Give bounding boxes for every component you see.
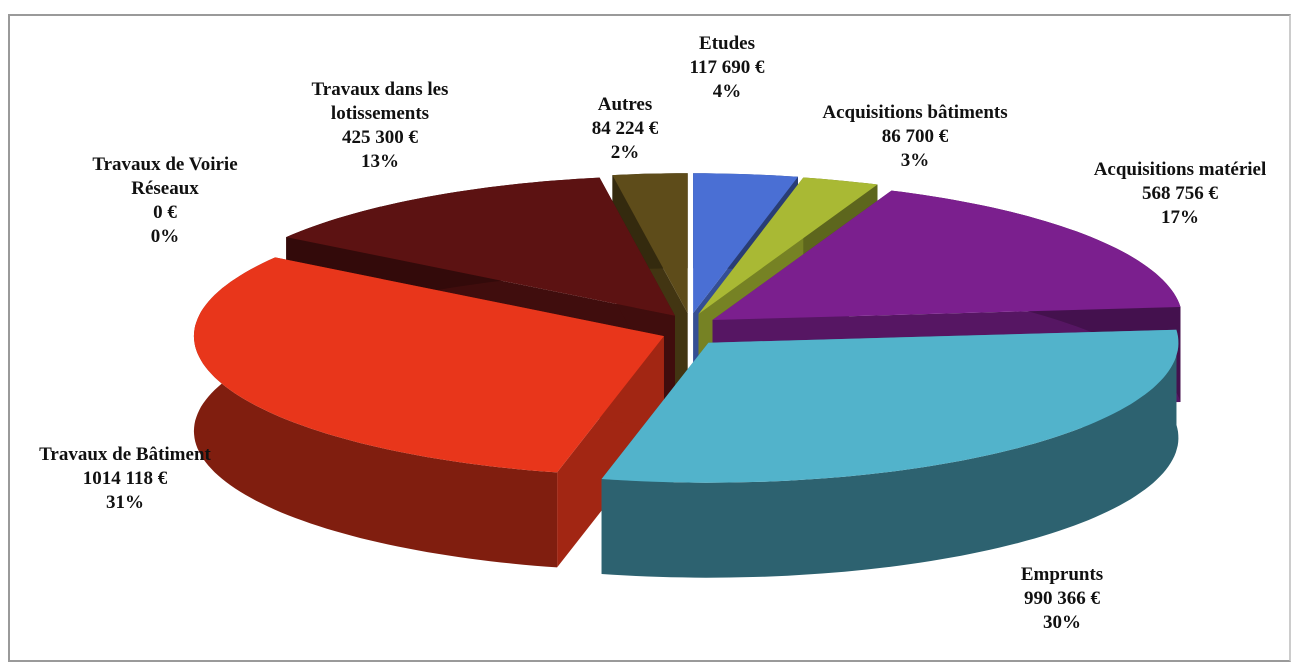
slice-percent: 2% <box>610 142 640 163</box>
slice-value: 425 300 € <box>342 127 418 148</box>
slice-value: 568 756 € <box>1142 183 1218 204</box>
slice-name: Acquisitions matériel <box>1093 159 1267 180</box>
slice-name: Etudes <box>699 33 755 54</box>
slice-percent: 13% <box>361 151 399 172</box>
slice-percent: 17% <box>1161 207 1199 228</box>
slice-label: Emprunts 990 366 € 30% <box>962 563 1162 635</box>
slice-value: 990 366 € <box>1024 588 1100 609</box>
slice-percent: 31% <box>106 492 144 513</box>
slice-percent: 3% <box>900 150 930 171</box>
slice-label: Autres 84 224 € 2% <box>545 93 705 165</box>
chart-frame <box>8 14 1291 662</box>
slice-value: 84 224 € <box>591 118 659 139</box>
slice-side <box>601 329 1179 578</box>
slice-name: Emprunts <box>1020 564 1104 585</box>
slice <box>601 329 1179 483</box>
slice-label: Acquisitions matériel 568 756 € 17% <box>1050 158 1295 230</box>
slice-name: Travaux de Voirie Réseaux <box>92 154 238 199</box>
slice-label: Travaux de Bâtiment 1014 118 € 31% <box>10 443 240 515</box>
slice-side <box>193 257 558 568</box>
slice-value: 0 € <box>153 202 177 223</box>
slice-percent: 0% <box>150 226 180 247</box>
slice-percent: 4% <box>712 81 742 102</box>
slice <box>693 173 798 314</box>
slice-name: Autres <box>597 94 653 115</box>
slice-name: Acquisitions bâtiments <box>822 102 1008 123</box>
slice-value: 86 700 € <box>881 126 949 147</box>
slice-value: 117 690 € <box>689 57 765 78</box>
slice <box>698 177 878 314</box>
slice-label: Etudes 117 690 € 4% <box>627 32 827 104</box>
slice-value: 1014 118 € <box>82 468 168 489</box>
slice-label: Travaux dans les lotissements 425 300 € 13… <box>285 78 475 174</box>
slice-percent: 30% <box>1043 612 1081 633</box>
slice-name: Travaux de Bâtiment <box>39 444 211 465</box>
slice <box>193 257 664 473</box>
slice-name: Travaux dans les lotissements <box>311 79 449 124</box>
slice <box>286 177 675 316</box>
slice <box>712 190 1181 320</box>
slice-label: Acquisitions bâtiments 86 700 € 3% <box>785 101 1045 173</box>
slice-label: Travaux de Voirie Réseaux 0 € 0% <box>70 153 260 249</box>
slice <box>612 173 688 314</box>
